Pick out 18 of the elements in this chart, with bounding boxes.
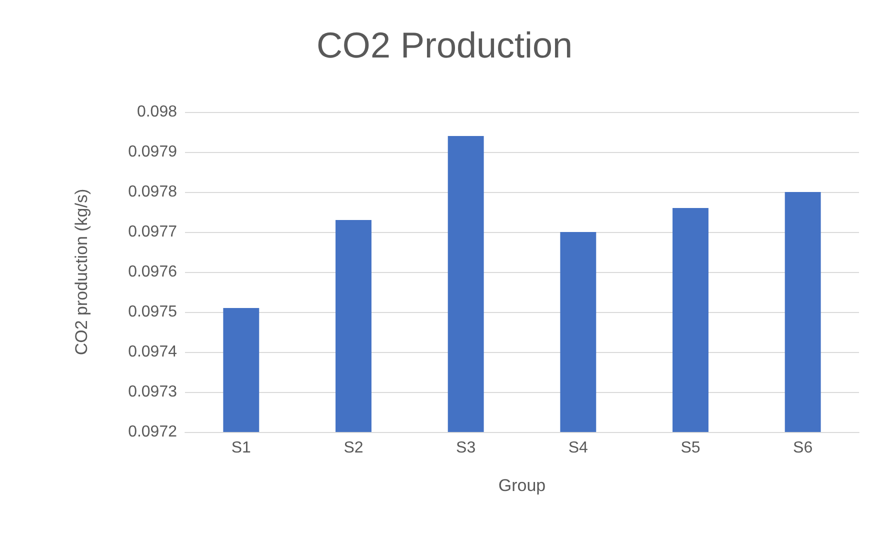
y-tick-label: 0.0973 — [128, 384, 178, 400]
y-tick-label: 0.098 — [136, 104, 178, 120]
x-tick-label: S6 — [793, 440, 813, 456]
y-tick-label: 0.0975 — [128, 304, 178, 320]
x-tick-label: S1 — [231, 440, 252, 456]
x-tick-label: S2 — [344, 440, 364, 456]
y-axis-title: CO2 production (kg/s) — [72, 188, 91, 356]
x-tick-label: S4 — [568, 440, 588, 456]
x-tick-label: S5 — [680, 440, 700, 456]
y-tick-label: 0.0972 — [128, 424, 178, 440]
y-tick-label: 0.0974 — [128, 344, 178, 360]
y-tick-label: 0.0976 — [128, 264, 178, 280]
y-tick-label: 0.0979 — [128, 144, 178, 160]
y-tick-label: 0.0978 — [128, 184, 178, 200]
x-axis-title: Group — [498, 476, 546, 495]
chart-title: CO2 Production — [316, 24, 573, 66]
y-tick-label: 0.0977 — [128, 224, 178, 240]
x-tick-label: S3 — [456, 440, 476, 456]
